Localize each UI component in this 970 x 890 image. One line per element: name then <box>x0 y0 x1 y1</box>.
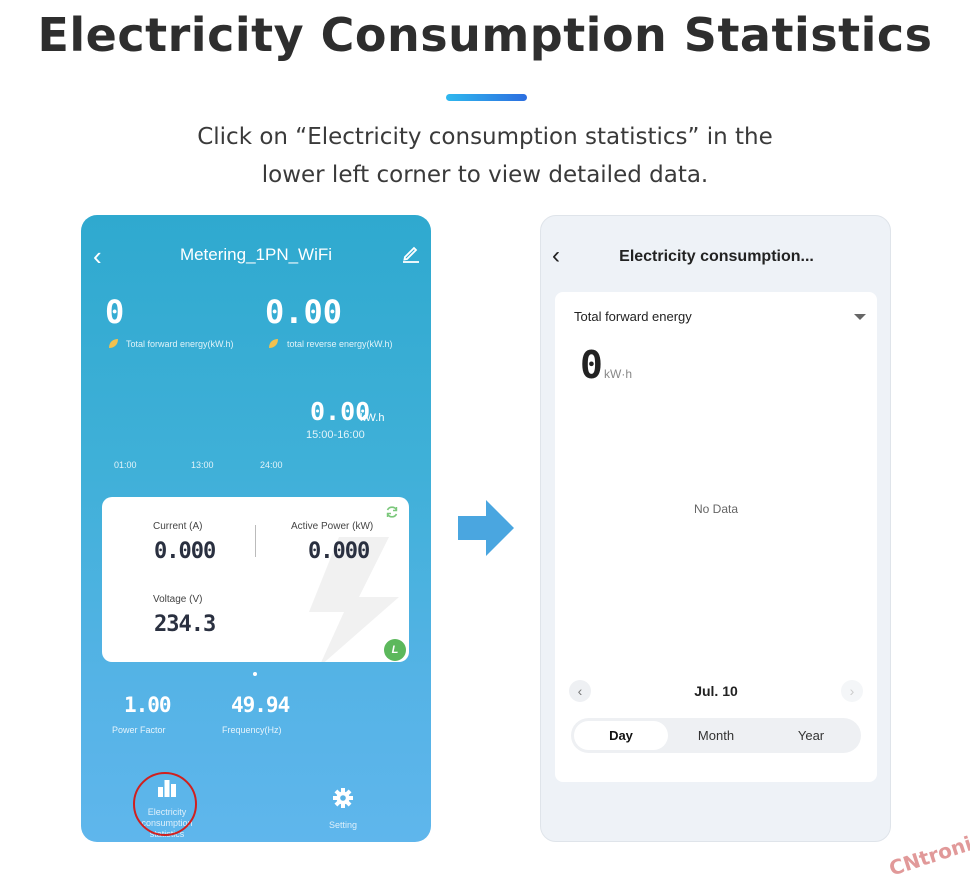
right-phone-screen: ‹ Electricity consumption... Total forwa… <box>540 215 891 842</box>
left-phone-screen: ‹ Metering_1PN_WiFi 0 Total forward ener… <box>81 215 431 842</box>
hour-energy-value: 0.00 <box>310 397 371 426</box>
active-power-value: 0.000 <box>308 539 370 564</box>
page-headline: Electricity Consumption Statistics <box>37 8 933 62</box>
power-factor-label: Power Factor <box>112 725 166 735</box>
hour-range: 15:00-16:00 <box>306 429 365 441</box>
time-tick: 24:00 <box>260 460 283 470</box>
voltage-label: Voltage (V) <box>153 594 203 605</box>
phase-badge: L <box>384 639 406 661</box>
energy-total-value: 0 <box>580 343 603 387</box>
nav-setting[interactable]: Setting <box>328 820 358 830</box>
page-indicator-dot <box>253 672 257 676</box>
hour-energy-unit: kW.h <box>360 412 385 424</box>
page-subtitle: Click on “Electricity consumption statis… <box>135 118 835 194</box>
previous-date-icon[interactable]: ‹ <box>569 680 591 702</box>
frequency-value: 49.94 <box>231 693 290 717</box>
next-date-icon[interactable]: › <box>841 680 863 702</box>
tab-month[interactable]: Month <box>697 728 735 743</box>
reverse-energy-value: 0.00 <box>265 293 343 331</box>
lightning-watermark-icon <box>309 537 399 662</box>
forward-energy-value: 0 <box>105 293 125 331</box>
power-factor-value: 1.00 <box>124 693 172 717</box>
time-tick: 13:00 <box>191 460 214 470</box>
statistics-title: Electricity consumption... <box>619 248 814 265</box>
accent-bar <box>446 94 527 101</box>
frequency-label: Frequency(Hz) <box>222 725 282 735</box>
time-tick: 01:00 <box>114 460 137 470</box>
metric-dropdown[interactable]: Total forward energy <box>574 309 692 324</box>
tab-year[interactable]: Year <box>797 728 825 743</box>
current-value: 0.000 <box>154 539 216 564</box>
card-divider <box>255 525 256 557</box>
leaf-icon <box>109 339 118 348</box>
back-chevron-icon[interactable]: ‹ <box>93 241 102 271</box>
active-power-label: Active Power (kW) <box>291 521 374 532</box>
live-data-card: Current (A) 0.000 Active Power (kW) 0.00… <box>102 497 409 662</box>
highlight-circle <box>133 772 197 836</box>
subtitle-line-1: Click on “Electricity consumption statis… <box>197 124 773 150</box>
current-label: Current (A) <box>153 521 203 532</box>
voltage-value: 234.3 <box>154 612 216 637</box>
leaf-icon <box>269 339 278 348</box>
refresh-icon[interactable] <box>385 505 399 519</box>
subtitle-line-2: lower left corner to view detailed data. <box>261 162 709 188</box>
period-selector: Day Month Year <box>571 718 861 753</box>
back-chevron-icon[interactable]: ‹ <box>552 242 560 269</box>
empty-state-text: No Data <box>693 502 739 516</box>
device-title: Metering_1PN_WiFi <box>179 245 333 264</box>
gear-icon[interactable] <box>332 787 354 809</box>
reverse-energy-label: total reverse energy(kW.h) <box>287 339 393 349</box>
tab-day[interactable]: Day <box>574 721 668 750</box>
energy-unit: kW·h <box>604 367 632 381</box>
watermark-text: CNtronic <box>885 827 970 881</box>
right-arrow-icon <box>458 500 514 556</box>
caret-down-icon[interactable] <box>854 314 866 320</box>
edit-pencil-icon[interactable] <box>401 243 421 263</box>
current-date: Jul. 10 <box>694 683 738 699</box>
forward-energy-label: Total forward energy(kW.h) <box>126 339 234 349</box>
statistics-card: Total forward energy 0 kW·h No Data ‹ Ju… <box>555 292 877 782</box>
